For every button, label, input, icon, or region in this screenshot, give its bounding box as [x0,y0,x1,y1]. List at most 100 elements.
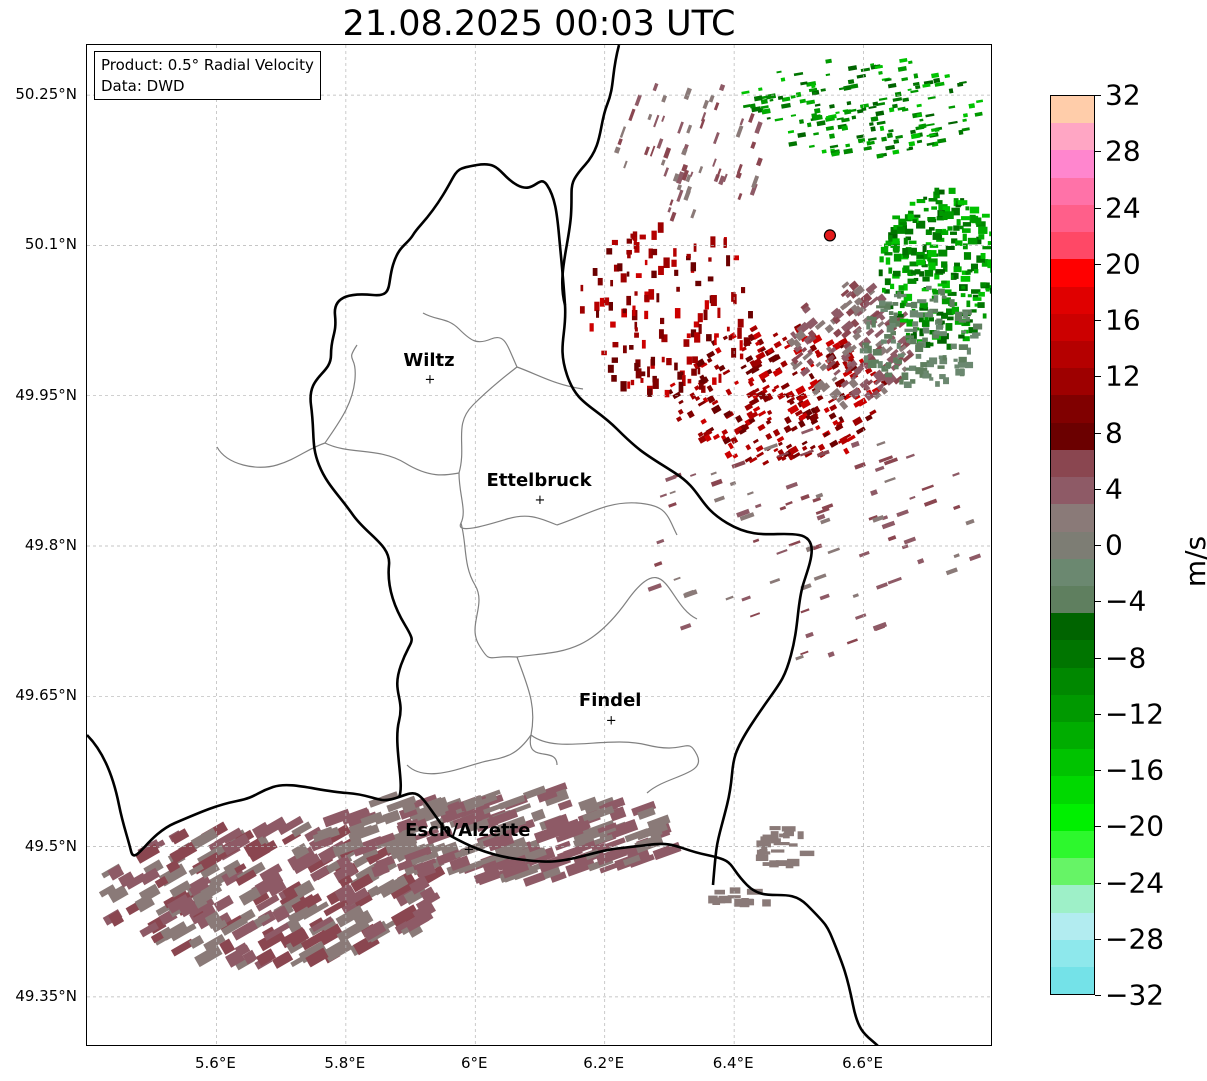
echo-cell [676,286,680,292]
echo-cell [194,944,223,968]
echo-cell [961,127,970,132]
graticule [87,45,991,1045]
echo-cell [775,860,790,867]
echo-cell [650,356,656,366]
echo-cell [643,146,650,156]
echo-cell [649,145,656,157]
echo-cell [886,325,894,333]
echo-cell [189,902,217,925]
echo-cell [780,382,790,391]
echo-cell [908,269,913,277]
echo-cell [739,512,755,521]
echo-cell [595,846,628,866]
echo-cell [634,291,638,296]
echo-cell [840,379,850,389]
echo-cell [335,904,365,928]
echo-cell [769,860,779,868]
echo-cell [869,409,877,416]
echo-cell [893,139,900,144]
echo-cell [795,385,806,396]
echo-cell [878,313,886,321]
echo-cell [440,841,460,857]
echo-cell [835,111,840,115]
echo-cell [961,228,971,233]
echo-cell [790,95,796,99]
echo-cell [812,385,822,395]
echo-cell [923,302,928,309]
echo-cell [756,390,764,397]
echo-cell [760,98,768,105]
echo-cell [578,796,598,812]
echo-cell [932,232,943,240]
echo-cell [869,371,877,377]
echo-cell [910,379,916,384]
echo-cell [909,310,919,318]
echo-cell [762,862,774,866]
echo-cell [861,299,871,310]
echo-cell [885,257,891,265]
echo-cell [955,368,965,376]
echo-cell [462,795,485,812]
echo-cell [915,85,921,90]
echo-cell [847,65,858,72]
echo-cell [718,373,722,383]
echo-cell [888,232,898,240]
echo-cell [830,150,836,154]
echo-cell [660,317,665,325]
echo-cell [794,351,804,361]
echo-cell [948,88,954,94]
echo-cell [860,67,871,73]
echo-cell [687,378,692,384]
echo-cell [708,94,715,103]
echo-cell [735,125,744,138]
echo-cell [635,273,642,278]
echo-cell [798,412,809,422]
echo-cell [769,826,781,831]
echo-cell [594,837,626,853]
echo-cell [634,332,639,338]
echo-cell [599,297,606,307]
echo-cell [906,319,914,327]
echo-cell [878,70,883,75]
echo-cell [927,96,936,100]
echo-cell [753,95,763,102]
echo-cell [740,287,746,294]
echo-cell [975,217,982,225]
echo-cell [905,335,914,339]
echo-cell [934,273,940,280]
echo-cell [748,112,755,124]
echo-cell [713,131,720,145]
echo-cell [741,90,750,95]
echo-cell [953,266,962,273]
echo-cell [764,396,771,402]
echo-cell [825,115,832,119]
echo-cell [760,347,766,353]
echo-cell [813,132,819,136]
echo-cell [243,838,264,857]
echo-cell [829,387,842,401]
echo-cell [935,269,945,274]
echo-cell [907,213,913,220]
echo-cell [703,429,713,438]
colorbar-unit-label: m/s [1179,535,1207,588]
echo-cell [188,934,205,949]
echo-cell [908,141,916,147]
echo-cell [784,416,792,425]
echo-cell [872,101,879,106]
echo-cell [916,312,924,318]
echo-cell [708,257,712,262]
echo-cell [843,85,852,91]
echo-cell [780,77,786,82]
echo-cell [697,367,701,375]
echo-cell [909,261,919,267]
echo-cell [211,919,228,933]
radar-site-marker [823,229,837,242]
echo-cell [729,481,737,487]
echo-cell [170,828,190,845]
echo-cell [706,350,716,359]
echo-cell [953,198,959,202]
echo-cell [188,898,215,918]
echo-cell [139,921,159,938]
echo-cell [893,357,898,363]
echo-cell [895,320,900,327]
